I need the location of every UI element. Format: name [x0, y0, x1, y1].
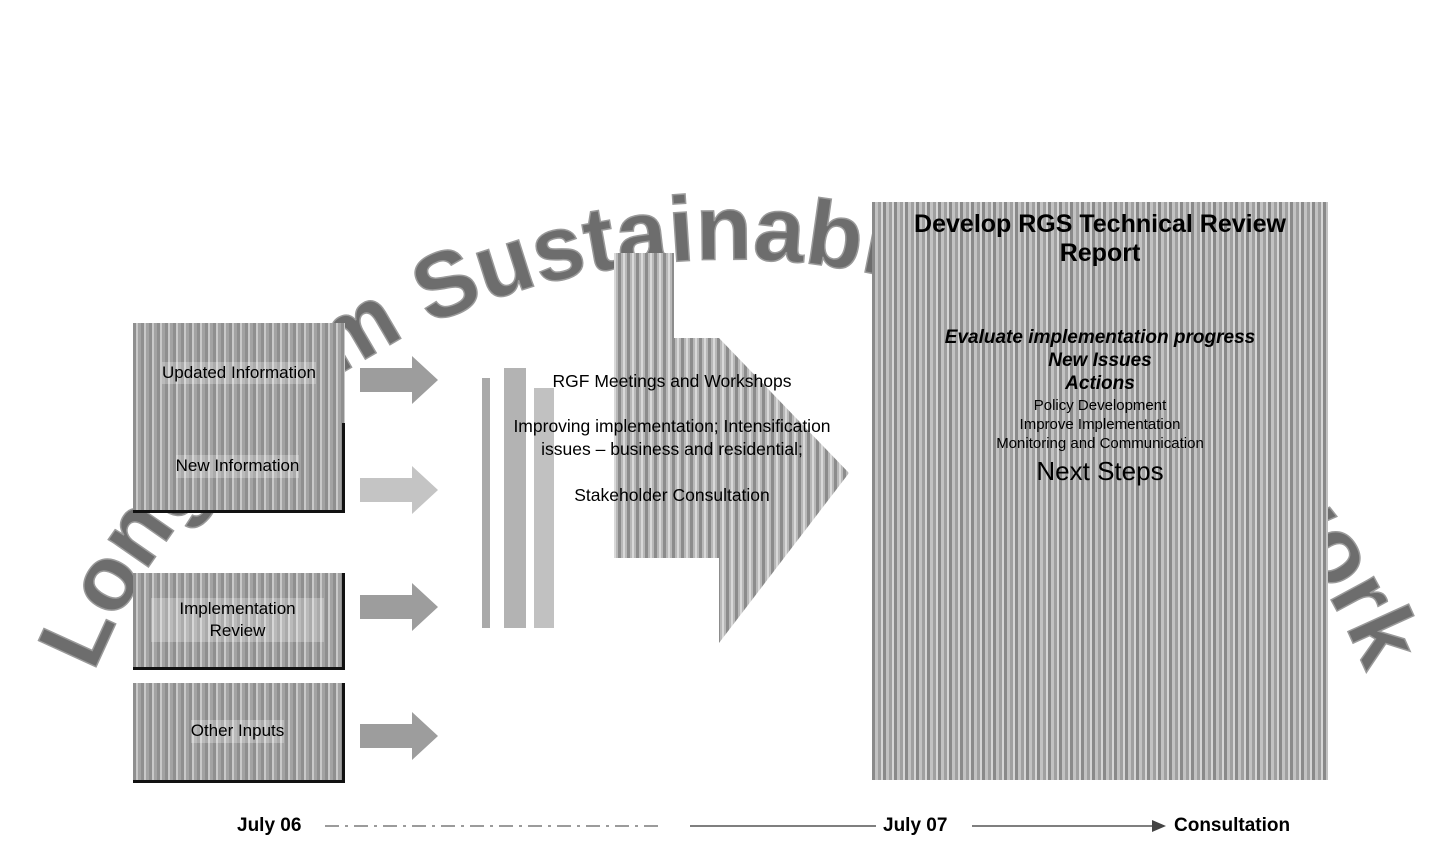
input-label: New Information — [175, 455, 300, 478]
timeline-start-label: July 06 — [237, 815, 302, 836]
policy-development-text: Policy Development — [1033, 396, 1167, 414]
new-issues-text: New Issues — [1048, 350, 1152, 372]
actions-text: Actions — [1065, 373, 1135, 395]
improve-implementation-text: Improve Implementation — [1019, 415, 1181, 433]
arrow-right-icon — [360, 712, 438, 760]
report-contents: Evaluate implementation progress New Iss… — [872, 326, 1328, 489]
arrow-right-icon — [360, 583, 438, 631]
evaluate-progress-text: Evaluate implementation progress — [944, 327, 1256, 348]
rgf-meetings-text: RGF Meetings and Workshops — [552, 371, 792, 391]
arrow-right-icon — [360, 356, 438, 404]
input-label: Other Inputs — [190, 720, 285, 743]
report-title: Develop RGS Technical Review Report — [914, 210, 1286, 267]
stakeholder-consultation-text: Stakeholder Consultation — [574, 485, 770, 506]
process-arrow-shape — [482, 253, 849, 643]
improving-implementation-text: Improving implementation; Intensificatio… — [513, 415, 831, 459]
arrow-right-icon — [360, 466, 438, 514]
input-label: Updated Information — [161, 361, 317, 385]
input-box-new-information: New Information — [133, 423, 345, 513]
input-label: Implementation Review — [151, 597, 324, 643]
next-steps-text: Next Steps — [1036, 456, 1164, 487]
input-box-other-inputs: Other Inputs — [133, 683, 345, 783]
input-box-implementation-review: Implementation Review — [133, 573, 345, 670]
timeline-middle-label: July 07 — [883, 815, 948, 836]
center-process-text: RGF Meetings and Workshops Improving imp… — [498, 370, 846, 521]
technical-review-report-box: Develop RGS Technical Review Report Eval… — [872, 202, 1328, 780]
monitoring-communication-text: Monitoring and Communication — [996, 434, 1204, 452]
timeline-line — [325, 820, 1166, 832]
input-box-updated-information: Updated Information — [133, 323, 345, 423]
timeline-end-label: Consultation — [1174, 815, 1291, 836]
